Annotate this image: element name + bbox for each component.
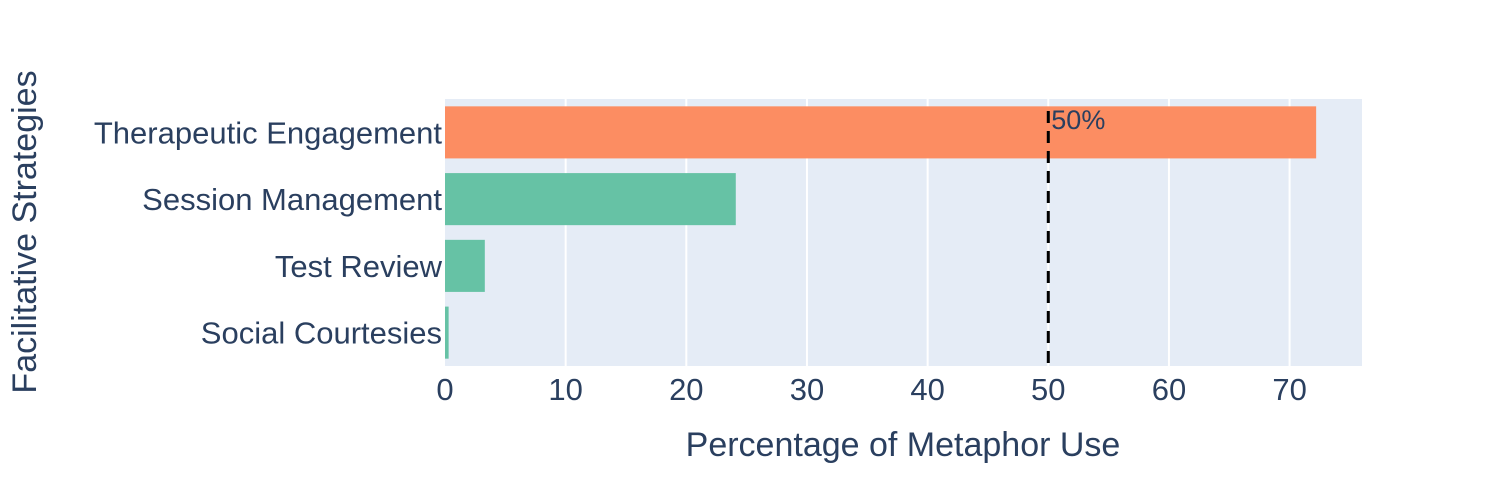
reference-line-label: 50% [1051, 105, 1105, 135]
x-tick-label: 30 [790, 372, 824, 407]
x-tick-label: 60 [1152, 372, 1186, 407]
bar [445, 173, 736, 226]
bar [445, 239, 485, 292]
reference-line-group: 50% [1046, 105, 1105, 366]
x-tick-label: 20 [669, 372, 703, 407]
x-tick-label: 50 [1031, 372, 1065, 407]
y-axis-title: Facilitative Strategies [6, 70, 44, 393]
bar [445, 106, 1317, 159]
y-tick-label: Therapeutic Engagement [94, 115, 443, 150]
y-tick-label: Social Courtesies [201, 316, 442, 351]
bars [445, 106, 1317, 359]
x-tick-label: 70 [1272, 372, 1306, 407]
y-tick-label: Session Management [142, 182, 442, 217]
x-tick-label: 0 [436, 372, 453, 407]
y-tick-label: Test Review [275, 249, 443, 284]
bar [445, 306, 449, 359]
x-axis-title: Percentage of Metaphor Use [686, 426, 1121, 464]
x-tick-labels: 0 10 20 30 40 50 60 70 [436, 372, 1306, 407]
x-tick-label: 40 [910, 372, 944, 407]
y-tick-labels: Therapeutic Engagement Session Management… [94, 115, 443, 350]
x-tick-label: 10 [548, 372, 582, 407]
